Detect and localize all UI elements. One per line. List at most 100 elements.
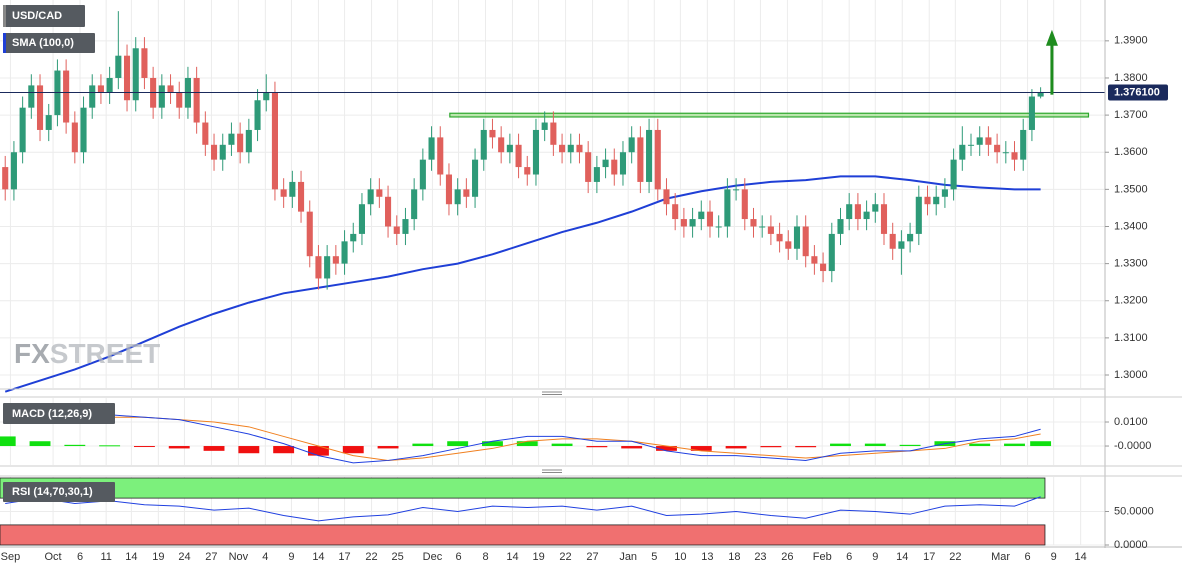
candle-body (280, 189, 287, 197)
candle-body (2, 167, 9, 190)
macd-histogram-bar (830, 443, 851, 447)
rsi-label: RSI (14,70,30,1) (12, 486, 93, 498)
candle-body (376, 189, 383, 197)
y-tick-label: 1.3400 (1114, 220, 1148, 232)
x-tick-label: 27 (205, 551, 217, 563)
candle-body (298, 181, 305, 212)
candle-body (228, 133, 235, 145)
candle-body (141, 48, 148, 78)
macd-histogram-bar (482, 441, 503, 447)
candle-body (698, 211, 705, 220)
x-tick-label: Sep (1, 551, 21, 563)
candle-body (863, 211, 870, 220)
candle-body (123, 55, 131, 101)
candle-body (793, 226, 801, 249)
macd-histogram-bar (516, 441, 538, 447)
candle-body (802, 226, 809, 257)
candle-body (176, 92, 183, 108)
candle-body (454, 189, 461, 205)
y-tick-label: 1.3200 (1114, 295, 1148, 307)
x-tick-label: Feb (813, 551, 832, 563)
x-tick-label: 10 (674, 551, 686, 563)
candle-body (480, 129, 487, 160)
label-accent (3, 5, 6, 27)
x-tick-label: 6 (1025, 551, 1031, 563)
x-tick-label: 9 (872, 551, 878, 563)
candle-body (237, 133, 244, 153)
macd-histogram-bar (377, 446, 399, 449)
x-tick-label: 19 (152, 551, 164, 563)
candle-body (724, 189, 731, 227)
candle-body (602, 159, 609, 168)
y-tick-label: 1.3700 (1114, 109, 1148, 121)
candle-body (646, 129, 653, 182)
candle-body (706, 211, 714, 227)
candle-body (45, 115, 52, 130)
candle-body (97, 85, 104, 93)
rsi-zone (0, 477, 1046, 499)
candle-body (654, 129, 661, 190)
marks (0, 11, 1105, 546)
candle-body (924, 196, 931, 205)
x-tick-label: 6 (455, 551, 461, 563)
x-tick-label: Jan (619, 551, 637, 563)
macd-histogram-bar (447, 441, 469, 447)
candle-body (837, 219, 844, 234)
sma-label: SMA (100,0) (12, 37, 74, 49)
panel-labels: USD/CAD SMA (100,0) MACD (12,26,9) RSI (… (1, 5, 1168, 563)
y-tick-label: 1.3500 (1114, 183, 1148, 195)
candle-body (367, 189, 374, 205)
macd-histogram-bar (64, 444, 86, 447)
macd-histogram-bar (725, 446, 747, 449)
candle-body (785, 241, 792, 249)
candle-body (28, 85, 35, 108)
y-tick-label: 50.0000 (1114, 505, 1154, 517)
candle-body (115, 55, 122, 78)
candle-body (854, 204, 861, 220)
candle-body (271, 92, 278, 190)
x-tick-label: 25 (392, 551, 404, 563)
x-tick-label: 14 (1075, 551, 1087, 563)
candle-body (210, 144, 218, 160)
x-tick-label: 6 (846, 551, 852, 563)
y-tick-label: -0.0000 (1114, 440, 1151, 452)
watermark: FXSTREET (14, 338, 160, 369)
resize-grip[interactable] (542, 391, 562, 395)
candle-body (767, 226, 774, 234)
candle-body (1037, 92, 1044, 97)
macd-histogram-bar (133, 446, 155, 448)
x-tick-label: Dec (423, 551, 443, 563)
candle-body (437, 137, 444, 175)
macd-histogram-bar (412, 443, 434, 447)
candle-body (1002, 152, 1009, 154)
macd-histogram-bar (795, 446, 817, 448)
candle-body (585, 152, 592, 182)
candle-body (959, 144, 966, 160)
x-tick-label: Mar (991, 551, 1010, 563)
candle-body (941, 189, 948, 197)
label-accent (3, 33, 6, 53)
macd-histogram-bar (690, 446, 712, 451)
y-tick-label: 1.3800 (1114, 72, 1148, 84)
candle-body (524, 167, 531, 175)
resize-grip[interactable] (542, 469, 562, 473)
candle-body (1011, 152, 1018, 160)
y-tick-label: 1.3300 (1114, 258, 1148, 270)
candle-body (71, 122, 78, 153)
y-tick-label: 1.3600 (1114, 146, 1148, 158)
candle-body (776, 233, 783, 242)
macd-histogram-bar (621, 446, 643, 449)
macd-histogram-bar (656, 446, 677, 451)
resistance-zone (449, 112, 1090, 118)
x-tick-label: Oct (45, 551, 62, 563)
x-tick-label: 8 (482, 551, 488, 563)
candle-body (828, 233, 835, 272)
candle-body (567, 144, 574, 153)
x-tick-label: 22 (949, 551, 961, 563)
candle-body (741, 189, 748, 220)
x-tick-label: 17 (923, 551, 935, 563)
macd-histogram-bar (203, 446, 225, 451)
candle-body (628, 137, 635, 153)
candle-body (80, 107, 87, 153)
